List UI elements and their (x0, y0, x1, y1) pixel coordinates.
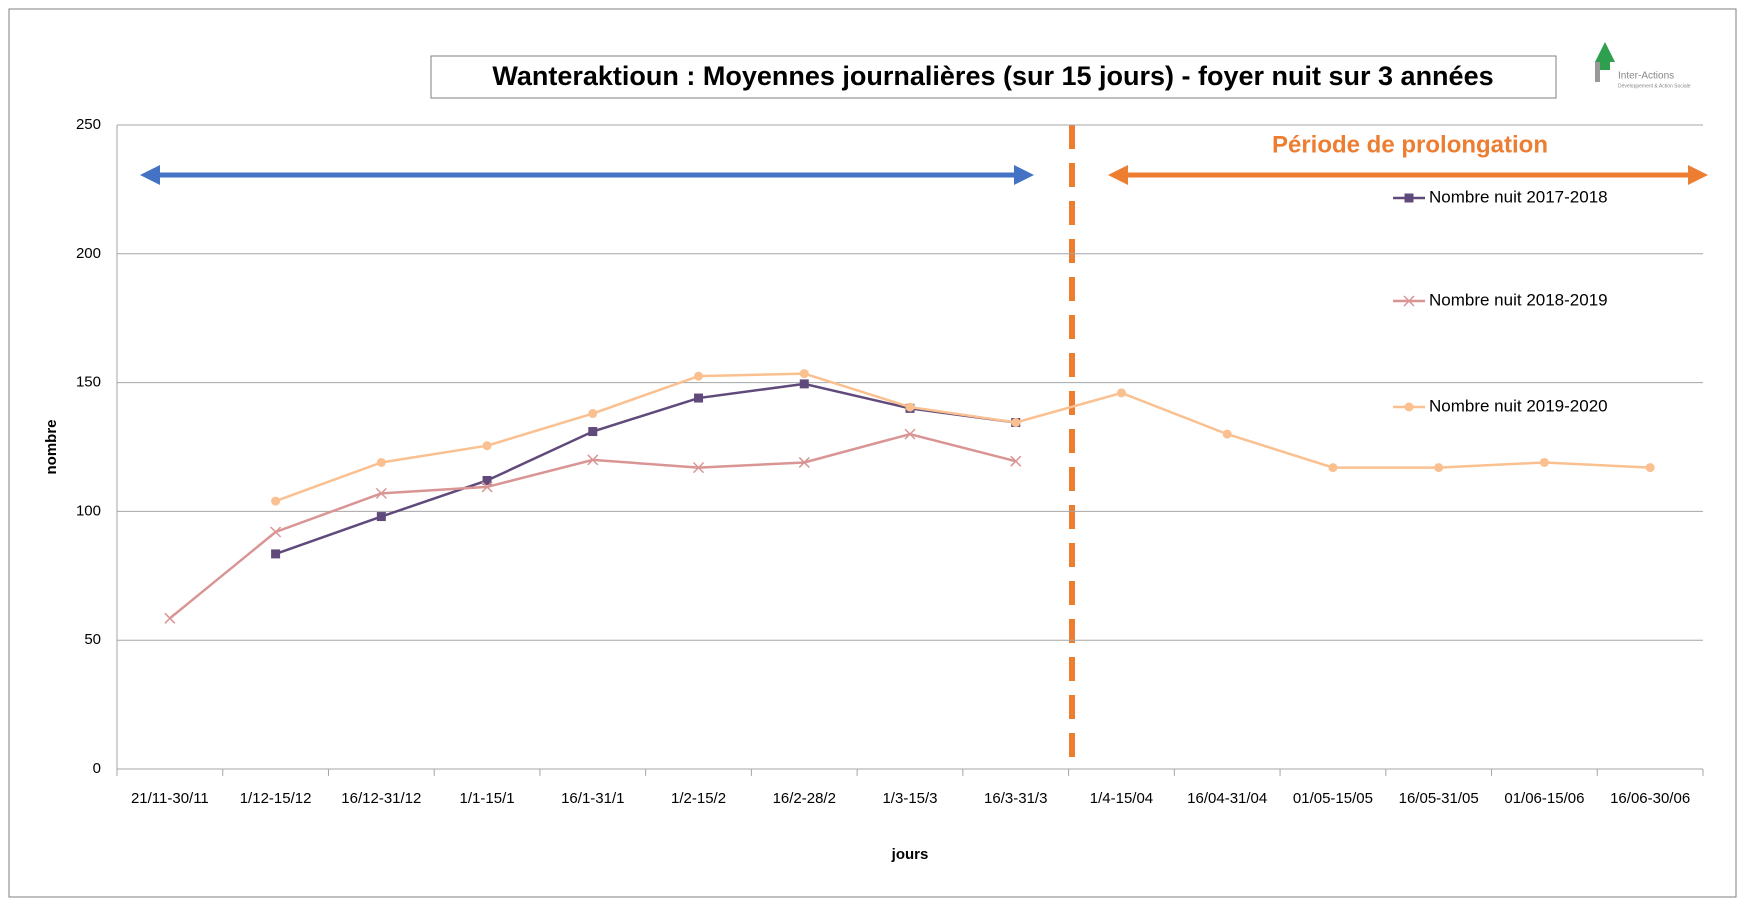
marker (1011, 418, 1021, 428)
marker (1010, 455, 1022, 467)
x-tick-label: 1/4-15/04 (1090, 790, 1153, 807)
marker (482, 441, 492, 451)
marker (588, 427, 598, 437)
marker (1328, 463, 1338, 473)
marker (693, 462, 705, 474)
x-tick-label: 16/1-31/1 (561, 790, 624, 807)
marker (376, 457, 386, 467)
marker (270, 526, 282, 538)
legend-label: Nombre nuit 2019-2020 (1429, 396, 1608, 415)
marker (1434, 463, 1444, 473)
marker (1645, 463, 1655, 473)
x-tick-label: 16/05-31/05 (1399, 790, 1479, 807)
x-tick-label: 16/3-31/3 (984, 790, 1047, 807)
series-line (275, 372, 1651, 503)
marker (164, 612, 176, 624)
marker (376, 512, 386, 522)
marker (1116, 388, 1126, 398)
y-tick-label: 250 (76, 116, 101, 133)
x-tick-label: 1/2-15/2 (671, 790, 726, 807)
x-tick-label: 1/12-15/12 (240, 790, 312, 807)
logo-icon (1595, 62, 1600, 82)
chart-title: Wanteraktioun : Moyennes journalières (s… (492, 61, 1493, 91)
title-box (430, 55, 1557, 99)
marker (482, 475, 492, 485)
x-tick-label: 21/11-30/11 (131, 790, 209, 807)
marker (481, 481, 493, 493)
marker (799, 379, 809, 389)
frame (8, 8, 1737, 898)
y-tick-label: 50 (84, 631, 101, 648)
x-tick-label: 1/3-15/3 (882, 790, 937, 807)
marker (1404, 402, 1414, 412)
y-tick-label: 0 (93, 760, 101, 777)
x-tick-label: 01/06-15/06 (1504, 790, 1584, 807)
legend-label: Nombre nuit 2018-2019 (1429, 290, 1608, 309)
marker (588, 409, 598, 419)
marker (694, 393, 704, 403)
marker (798, 456, 810, 468)
marker (271, 549, 281, 559)
marker (1222, 429, 1232, 439)
x-tick-label: 16/2-28/2 (773, 790, 836, 807)
x-tick-label: 16/06-30/06 (1610, 790, 1690, 807)
series-line (275, 382, 1016, 556)
x-tick-label: 16/12-31/12 (341, 790, 421, 807)
logo-name: Inter-Actions (1618, 71, 1674, 82)
marker (1539, 457, 1549, 467)
x-tick-label: 1/1-15/1 (460, 790, 515, 807)
legend-label: Nombre nuit 2017-2018 (1429, 187, 1608, 206)
marker (587, 454, 599, 466)
marker (271, 496, 281, 506)
y-tick-label: 200 (76, 245, 101, 262)
annotation: Période de prolongation (1272, 131, 1548, 158)
marker (1403, 295, 1415, 307)
logo-tagline: Développement & Action Sociale (1618, 83, 1691, 89)
y-tick-label: 150 (76, 374, 101, 391)
y-tick-label: 100 (76, 502, 101, 519)
marker (905, 402, 915, 412)
x-tick-label: 16/04-31/04 (1187, 790, 1267, 807)
x-tick-label: 01/05-15/05 (1293, 790, 1373, 807)
marker (799, 369, 809, 379)
marker (904, 428, 916, 440)
y-axis-label: nombre (43, 419, 60, 474)
x-axis-label: jours (891, 846, 929, 863)
series-line (169, 432, 1017, 620)
marker (1404, 193, 1414, 203)
marker (694, 371, 704, 381)
marker (375, 487, 387, 499)
